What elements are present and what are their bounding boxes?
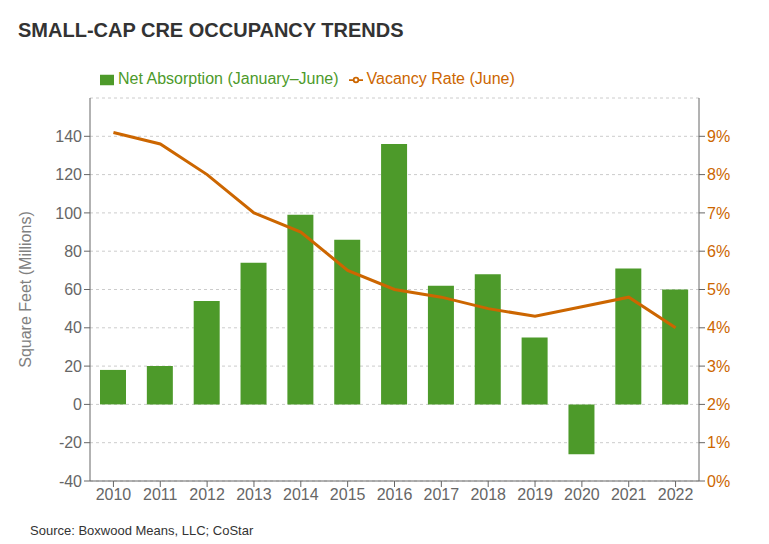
svg-text:5%: 5% (707, 281, 730, 298)
svg-text:1%: 1% (707, 434, 730, 451)
svg-text:2016: 2016 (377, 486, 413, 503)
svg-text:7%: 7% (707, 205, 730, 222)
svg-text:6%: 6% (707, 243, 730, 260)
svg-text:2014: 2014 (283, 486, 319, 503)
svg-text:2021: 2021 (611, 486, 647, 503)
svg-text:2%: 2% (707, 396, 730, 413)
svg-text:4%: 4% (707, 319, 730, 336)
html-text:SMALL-CAP CRE OCCUPANCY TRENDS: SMALL-CAP CRE OCCUPANCY TRENDS (18, 18, 404, 41)
svg-text:8%: 8% (707, 166, 730, 183)
html-text:Source: Boxwood Means, LLC; Co: Source: Boxwood Means, LLC; CoStar (30, 522, 254, 538)
svg-text:40: 40 (64, 319, 82, 336)
svg-text:100: 100 (55, 205, 82, 222)
svg-text:2022: 2022 (658, 486, 694, 503)
svg-text:2015: 2015 (330, 486, 366, 503)
svg-text:120: 120 (55, 166, 82, 183)
svg-text:2010: 2010 (96, 486, 132, 503)
svg-text:2020: 2020 (564, 486, 600, 503)
svg-text:140: 140 (55, 128, 82, 145)
svg-text:2018: 2018 (470, 486, 506, 503)
svg-text:0: 0 (73, 396, 82, 413)
svg-text:-20: -20 (59, 434, 82, 451)
svg-text:2012: 2012 (189, 486, 225, 503)
svg-text:9%: 9% (707, 128, 730, 145)
svg-text:3%: 3% (707, 358, 730, 375)
html-text:Net Absorption (January–June): Net Absorption (January–June) (118, 70, 339, 87)
svg-text:80: 80 (64, 243, 82, 260)
svg-text:60: 60 (64, 281, 82, 298)
svg-text:2013: 2013 (236, 486, 272, 503)
svg-text:2011: 2011 (143, 486, 178, 503)
svg-text:-40: -40 (59, 473, 82, 490)
svg-text:20: 20 (64, 358, 82, 375)
svg-text:0%: 0% (707, 473, 730, 490)
svg-text:2017: 2017 (424, 486, 460, 503)
html-text:Vacancy Rate (June): Vacancy Rate (June) (366, 70, 515, 87)
svg-text:Square Feet (Millions): Square Feet (Millions) (17, 211, 34, 368)
svg-text:2019: 2019 (517, 486, 553, 503)
